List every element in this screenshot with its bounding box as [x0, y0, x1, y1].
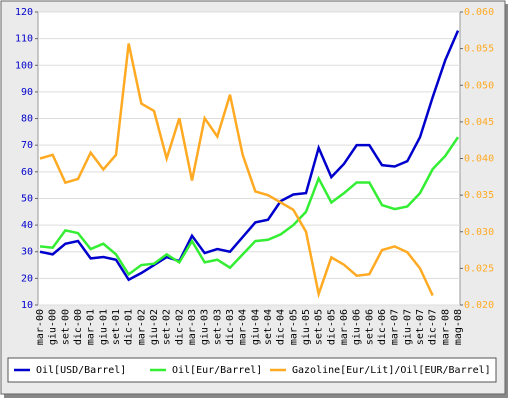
y-tick-label: 60	[21, 167, 33, 178]
x-tick-label: dic-07	[428, 309, 439, 345]
series-line	[39, 136, 460, 277]
y-tick-label: 80	[21, 114, 33, 125]
x-tick-label: dic-06	[377, 309, 388, 345]
x-tick-label: giu-05	[301, 309, 312, 345]
y2-tick-label: 0.020	[464, 300, 494, 311]
legend-label: Oil[Eur/Barrel]	[172, 365, 262, 376]
x-tick-label: mar-08	[440, 309, 451, 345]
y2-tick-label: 0.045	[464, 117, 494, 128]
x-tick-label: dic-02	[174, 309, 185, 345]
y2-tick-label: 0.050	[464, 80, 494, 91]
y2-tick-label: 0.035	[464, 190, 494, 201]
x-tick-label: set-03	[212, 309, 223, 345]
x-tick-label: set-00	[60, 309, 71, 345]
x-tick-label: giu-04	[250, 309, 261, 345]
x-tick-label: dic-05	[326, 309, 337, 345]
y-tick-label: 50	[21, 193, 33, 204]
series-line	[39, 30, 460, 282]
x-tick-label: set-01	[111, 309, 122, 345]
x-tick-label: giu-01	[98, 309, 109, 345]
series-line	[39, 43, 434, 299]
x-tick-label: mar-03	[187, 309, 198, 345]
x-tick-label: set-05	[314, 309, 325, 345]
y-tick-label: 100	[15, 60, 33, 71]
legend	[7, 357, 497, 383]
x-tick-label: mar-02	[136, 309, 147, 345]
y2-tick-label: 0.025	[464, 263, 494, 274]
x-tick-label: mar-04	[238, 309, 249, 345]
y-tick-label: 20	[21, 273, 33, 284]
y2-tick-label: 0.040	[464, 154, 494, 165]
y2-tick-label: 0.060	[464, 7, 494, 18]
x-tick-label: mar-00	[35, 309, 46, 345]
x-tick-label: giu-07	[402, 309, 413, 345]
x-tick-label: mar-01	[86, 309, 97, 345]
y2-tick-label: 0.055	[464, 44, 494, 55]
x-tick-label: giu-06	[352, 309, 363, 345]
x-tick-label: giu-03	[200, 309, 211, 345]
x-tick-label: giu-02	[149, 309, 160, 345]
y2-tick-label: 0.030	[464, 227, 494, 238]
x-tick-label: set-07	[415, 309, 426, 345]
x-tick-label: dic-00	[73, 309, 84, 345]
x-tick-label: mar-06	[339, 309, 350, 345]
legend-label: Gazoline[Eur/Lit]/Oil[EUR/Barrel]	[292, 365, 491, 376]
y-tick-label: 120	[15, 7, 33, 18]
x-tick-label: set-04	[263, 309, 274, 345]
y-tick-label: 90	[21, 87, 33, 98]
y-tick-label: 110	[15, 34, 33, 45]
x-tick-label: dic-04	[276, 309, 287, 345]
y-tick-label: 70	[21, 140, 33, 151]
x-tick-label: dic-03	[225, 309, 236, 345]
y-tick-label: 30	[21, 247, 33, 258]
x-tick-label: mag-08	[453, 309, 464, 345]
x-tick-label: dic-01	[124, 309, 135, 345]
x-tick-label: set-02	[162, 309, 173, 345]
x-tick-label: set-06	[364, 309, 375, 345]
x-tick-label: mar-05	[288, 309, 299, 345]
y-tick-label: 40	[21, 220, 33, 231]
plot-area	[37, 11, 461, 306]
x-tick-label: mar-07	[390, 309, 401, 345]
x-tick-label: giu-00	[48, 309, 59, 345]
legend-label: Oil[USD/Barrel]	[36, 365, 126, 376]
y-tick-label: 10	[21, 300, 33, 311]
